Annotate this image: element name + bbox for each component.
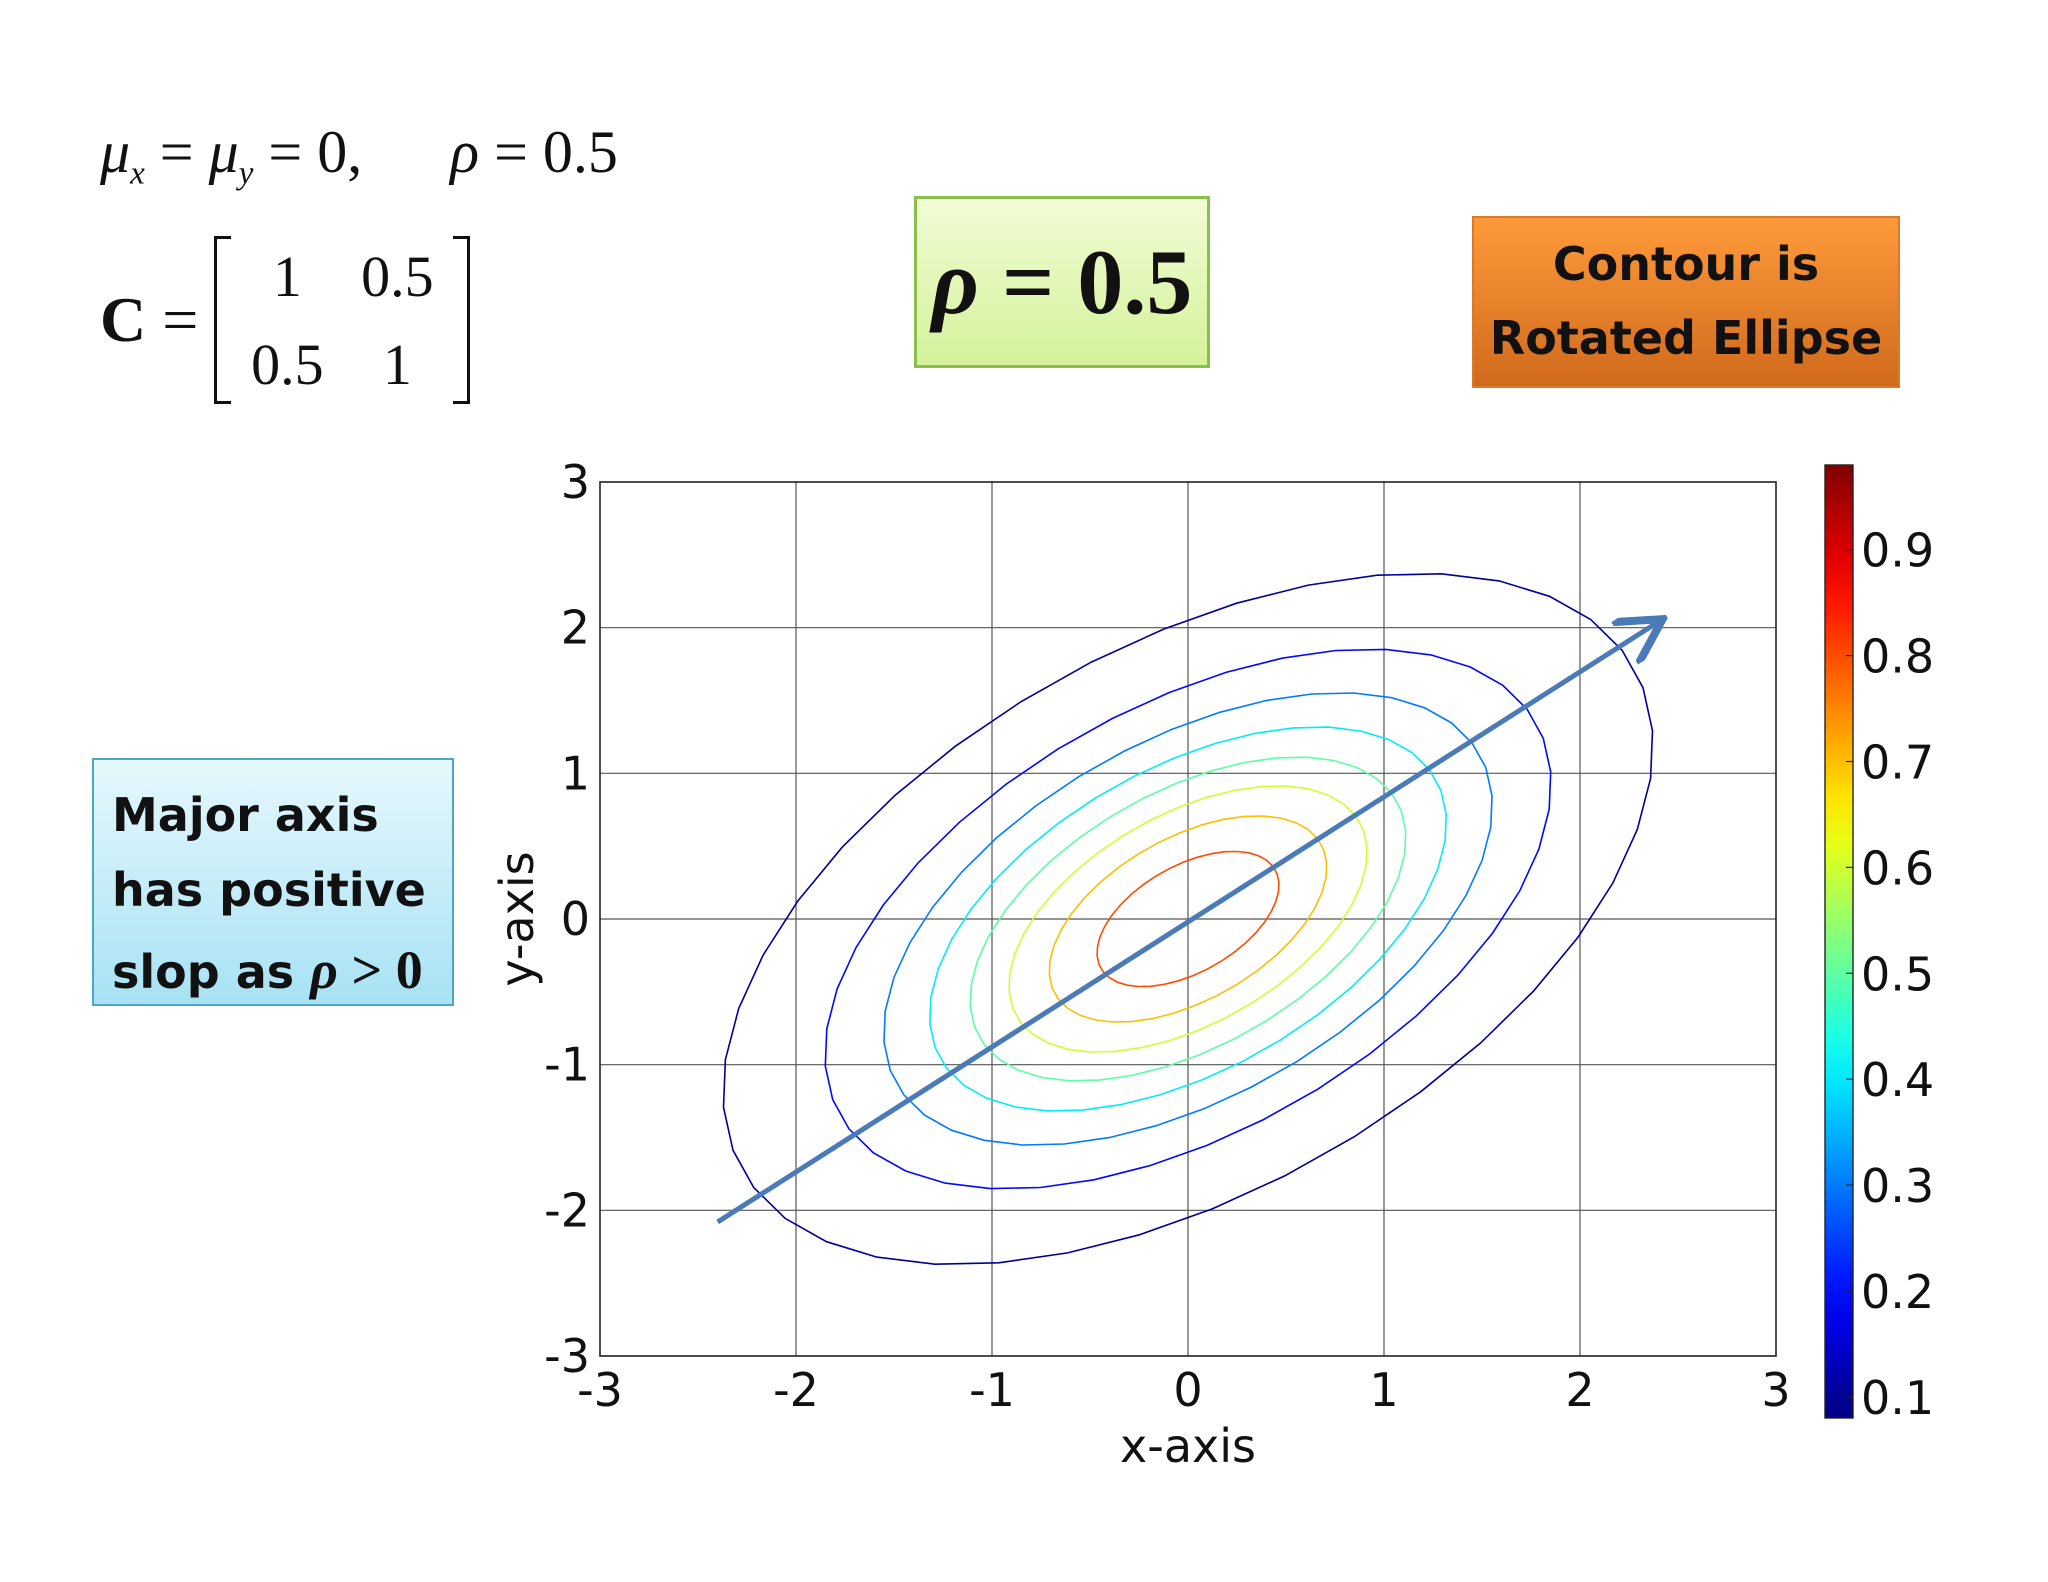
- major-axis-rho-condition: > 0: [337, 940, 423, 1001]
- colorbar-tick-label: 0.5: [1861, 947, 1934, 1001]
- x-tick-label: 3: [1761, 1363, 1790, 1417]
- x-tick-label: 1: [1369, 1363, 1398, 1417]
- colorbar-tick-label: 0.7: [1861, 735, 1934, 789]
- plot-frame: [599, 481, 1777, 1357]
- rho-callout: ρ = 0.5: [914, 196, 1210, 368]
- contour-level-0.7: [1048, 815, 1328, 1023]
- y-tick-label: -2: [544, 1183, 590, 1237]
- matrix-cell-22: 1: [382, 331, 412, 397]
- x-axis-label: x-axis: [1120, 1419, 1256, 1473]
- rho-symbol: ρ: [450, 119, 480, 185]
- contour-callout-line2: Rotated Ellipse: [1489, 311, 1883, 365]
- colorbar-tick-label: 0.3: [1861, 1159, 1934, 1213]
- contour-level-0.1: [722, 572, 1654, 1266]
- x-tick-label: 2: [1565, 1363, 1594, 1417]
- rho-value: = 0.5: [479, 119, 618, 185]
- contour-level-0.6: [1008, 785, 1368, 1053]
- matrix-left-bracket: [214, 236, 232, 404]
- major-axis-line2: has positive: [112, 862, 426, 917]
- colorbar-tick-label: 0.8: [1861, 630, 1934, 684]
- rho-callout-value: = 0.5: [978, 231, 1193, 333]
- major-axis-line3: slop as ρ > 0: [112, 927, 452, 1014]
- covariance-symbol: C: [100, 284, 147, 355]
- mu-subscript-x: x: [130, 155, 145, 192]
- colorbar-tick-label: 0.9: [1861, 524, 1934, 578]
- contour-level-0.3: [883, 692, 1493, 1146]
- contour-level-0.5: [969, 756, 1407, 1082]
- major-axis-rho-symbol: ρ: [310, 940, 338, 1001]
- colorbar-tick-label: 0.2: [1861, 1265, 1934, 1319]
- contour-level-0.2: [824, 648, 1552, 1190]
- y-tick-label: 2: [561, 601, 590, 655]
- covariance-equation: C = 1 0.5 0.5 1: [100, 232, 474, 408]
- covariance-matrix: 1 0.5 0.5 1: [210, 232, 474, 408]
- major-axis-arrow: [716, 622, 1659, 1225]
- mean-value: = 0,: [253, 119, 363, 185]
- matrix-right-bracket: [453, 236, 471, 404]
- colorbar-tick-label: 0.4: [1861, 1053, 1934, 1107]
- matrix-cell-12: 0.5: [361, 243, 434, 309]
- mu-symbol: μ: [100, 119, 131, 185]
- colorbar: [1824, 464, 1854, 1419]
- colorbar-tick-label: 0.1: [1861, 1371, 1934, 1425]
- contour-callout: Contour is Rotated Ellipse: [1472, 216, 1900, 388]
- matrix-cell-21: 0.5: [251, 331, 324, 397]
- mu-subscript-y: y: [238, 155, 254, 192]
- contour-callout-line1: Contour is: [1552, 237, 1820, 292]
- y-tick-label: -1: [544, 1038, 590, 1092]
- x-tick-label: 0: [1173, 1363, 1202, 1417]
- matrix-cell-11: 1: [272, 243, 302, 309]
- major-axis-line3-prefix: slop as: [112, 945, 311, 1000]
- y-tick-label: -3: [544, 1329, 590, 1383]
- y-tick-label: 3: [561, 455, 590, 509]
- y-tick-label: 1: [561, 746, 590, 800]
- major-axis-line1: Major axis: [112, 788, 379, 842]
- rho-callout-symbol: ρ: [931, 231, 979, 333]
- y-axis-label: y-axis: [490, 851, 544, 986]
- mu-symbol-2: μ: [208, 119, 239, 185]
- x-tick-label: -3: [577, 1363, 623, 1417]
- covariance-equals: =: [146, 284, 199, 355]
- y-tick-label: 0: [561, 892, 590, 946]
- equals-sign: =: [144, 119, 209, 185]
- contour-level-0.8: [1096, 850, 1280, 988]
- contour-level-0.4: [928, 726, 1448, 1112]
- major-axis-callout: Major axis has positive slop as ρ > 0: [92, 758, 454, 1006]
- mean-rho-equation: μx = μy = 0, ρ = 0.5: [100, 118, 618, 193]
- colorbar-tick-label: 0.6: [1861, 841, 1934, 895]
- x-tick-label: -2: [773, 1363, 819, 1417]
- x-tick-label: -1: [969, 1363, 1015, 1417]
